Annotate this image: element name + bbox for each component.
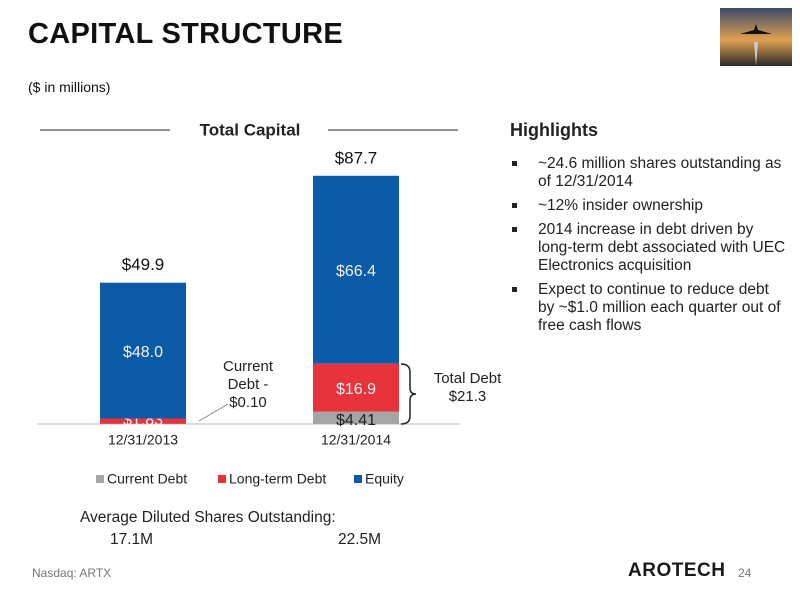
highlight-item: 2014 increase in debt driven by long-ter… bbox=[510, 221, 788, 275]
slide-title: CAPITAL STRUCTURE bbox=[28, 18, 343, 50]
legend-swatch bbox=[96, 475, 104, 483]
annotation: Total Debt $21.3 bbox=[433, 370, 502, 405]
highlight-item: ~24.6 million shares outstanding as of 1… bbox=[510, 155, 788, 191]
shares-value: 22.5M bbox=[338, 531, 382, 548]
x-tick-label: 12/31/2013 bbox=[108, 432, 178, 448]
value-label: $4.41 bbox=[336, 412, 376, 429]
highlights-title: Highlights bbox=[510, 120, 598, 140]
bar-segment bbox=[313, 411, 399, 424]
bar-segment bbox=[313, 363, 399, 412]
shares-value: 17.1M bbox=[110, 531, 154, 548]
total-label: $87.7 bbox=[335, 148, 378, 167]
legend-label: Equity bbox=[365, 471, 404, 487]
legend-label: Current Debt bbox=[107, 471, 187, 487]
logo: AROTECH bbox=[628, 560, 726, 581]
shares-title: Average Diluted Shares Outstanding: bbox=[80, 509, 336, 526]
annotation: Current Debt - $0.10 bbox=[222, 358, 274, 411]
bar-segment bbox=[313, 175, 399, 364]
leader-line bbox=[198, 403, 229, 422]
chart-title: Total Capital bbox=[200, 120, 301, 139]
footer-ticker: Nasdaq: ARTX bbox=[32, 566, 112, 580]
chart: Total Capital $1.83$48.0$49.912/31/2013$… bbox=[37, 120, 460, 487]
brace bbox=[400, 363, 417, 425]
highlight-item: ~12% insider ownership bbox=[510, 197, 788, 215]
bar-segment bbox=[100, 282, 186, 419]
highlights-list: ~24.6 million shares outstanding as of 1… bbox=[510, 155, 790, 341]
page-number: 24 bbox=[738, 566, 752, 580]
legend-swatch bbox=[218, 475, 226, 483]
value-label: $16.9 bbox=[336, 381, 376, 398]
total-label: $49.9 bbox=[122, 255, 165, 274]
bar-segment bbox=[100, 418, 186, 424]
legend-label: Long-term Debt bbox=[229, 471, 326, 487]
value-label: $66.4 bbox=[336, 263, 376, 280]
highlight-item: Expect to continue to reduce debt by ~$1… bbox=[510, 281, 788, 335]
legend-swatch bbox=[354, 475, 362, 483]
header-image bbox=[720, 8, 792, 66]
value-label: $48.0 bbox=[123, 344, 163, 361]
subtitle: ($ in millions) bbox=[28, 79, 111, 95]
x-tick-label: 12/31/2014 bbox=[321, 432, 391, 448]
